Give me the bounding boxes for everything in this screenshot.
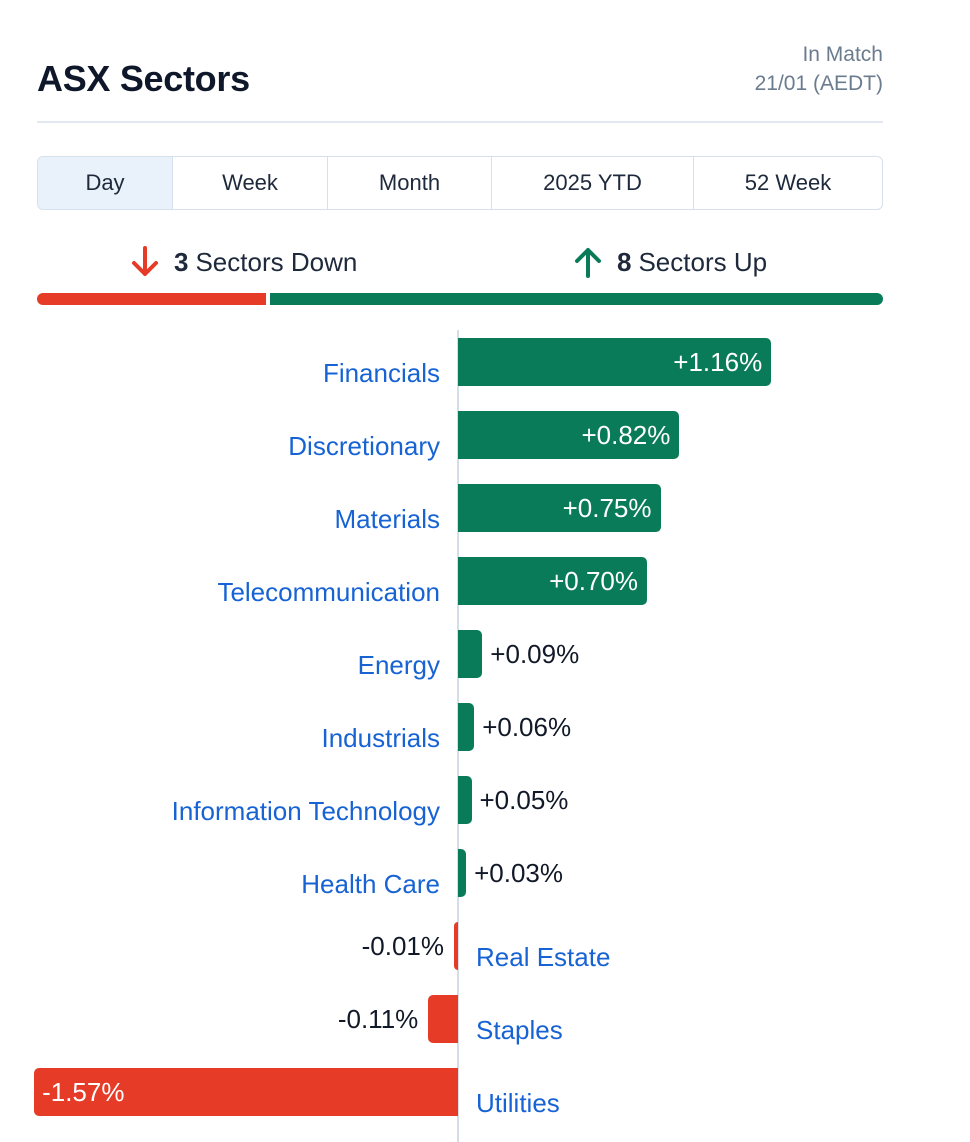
sector-link-real-estate[interactable]: Real Estate [476, 942, 611, 972]
ratio-up-segment [269, 293, 883, 305]
arrow-down-icon [132, 246, 158, 276]
sector-ratio-bar [37, 293, 883, 305]
header-divider [37, 121, 883, 123]
tab-day[interactable]: Day [38, 157, 173, 209]
sector-link-materials[interactable]: Materials [334, 504, 440, 534]
value-label-health-care: +0.03% [474, 858, 563, 888]
value-label-utilities: -1.57% [42, 1077, 125, 1107]
sector-link-discretionary[interactable]: Discretionary [288, 431, 440, 461]
bar-financials [458, 338, 772, 386]
arrow-up-icon [575, 248, 601, 278]
ratio-down-segment [37, 293, 266, 305]
sectors-up-summary: 8 Sectors Up [573, 240, 767, 284]
value-label-staples: -0.11% [337, 1004, 419, 1034]
tab-2025-ytd[interactable]: 2025 YTD [492, 157, 694, 209]
tab-week[interactable]: Week [173, 157, 328, 209]
bar-staples [428, 995, 458, 1043]
bar-telecommunication [458, 557, 647, 605]
sectors-up-label: Sectors Up [638, 246, 768, 277]
sector-link-staples[interactable]: Staples [476, 1015, 563, 1045]
bar-discretionary [458, 411, 680, 459]
header: ASX Sectors In Match 21/01 (AEDT) [37, 40, 883, 122]
sector-link-telecommunication[interactable]: Telecommunication [217, 577, 440, 607]
sector-link-industrials[interactable]: Industrials [321, 723, 441, 753]
sectors-down-summary: 3 Sectors Down [130, 240, 357, 284]
value-label-materials: +0.75% [562, 493, 652, 523]
value-label-financials: +1.16% [673, 347, 763, 377]
page-title: ASX Sectors [37, 58, 250, 99]
tab-month[interactable]: Month [328, 157, 492, 209]
bar-real-estate [454, 922, 458, 970]
sector-link-energy[interactable]: Energy [357, 650, 440, 680]
bar-utilities [34, 1068, 458, 1116]
sectors-down-label: Sectors Down [195, 246, 358, 277]
sector-link-health-care[interactable]: Health Care [301, 869, 440, 899]
sector-link-information-technology[interactable]: Information Technology [171, 796, 440, 826]
value-label-energy: +0.09% [490, 639, 580, 669]
bar-materials [458, 484, 661, 532]
tab-52-week[interactable]: 52 Week [744, 170, 832, 195]
sectors-up-count: 8 [617, 246, 632, 277]
bar-energy [458, 630, 483, 678]
value-label-information-technology: +0.05% [479, 785, 569, 815]
sector-link-utilities[interactable]: Utilities [476, 1088, 560, 1118]
sectors-down-count: 3 [174, 246, 189, 277]
value-label-discretionary: +0.82% [581, 420, 671, 450]
market-status-date: 21/01 (AEDT) [754, 72, 883, 95]
market-status-label: In Match [802, 43, 883, 66]
value-label-industrials: +0.06% [482, 712, 572, 742]
value-label-telecommunication: +0.70% [549, 566, 638, 596]
bar-health-care [458, 849, 467, 897]
period-tabs: Day Week Month 2025 YTD 52 Week [37, 156, 883, 210]
value-label-real-estate: -0.01% [361, 931, 444, 961]
bar-information-technology [458, 776, 472, 824]
bar-industrials [458, 703, 475, 751]
market-status: In Match 21/01 (AEDT) [755, 40, 883, 98]
sector-link-financials[interactable]: Financials [322, 358, 440, 388]
